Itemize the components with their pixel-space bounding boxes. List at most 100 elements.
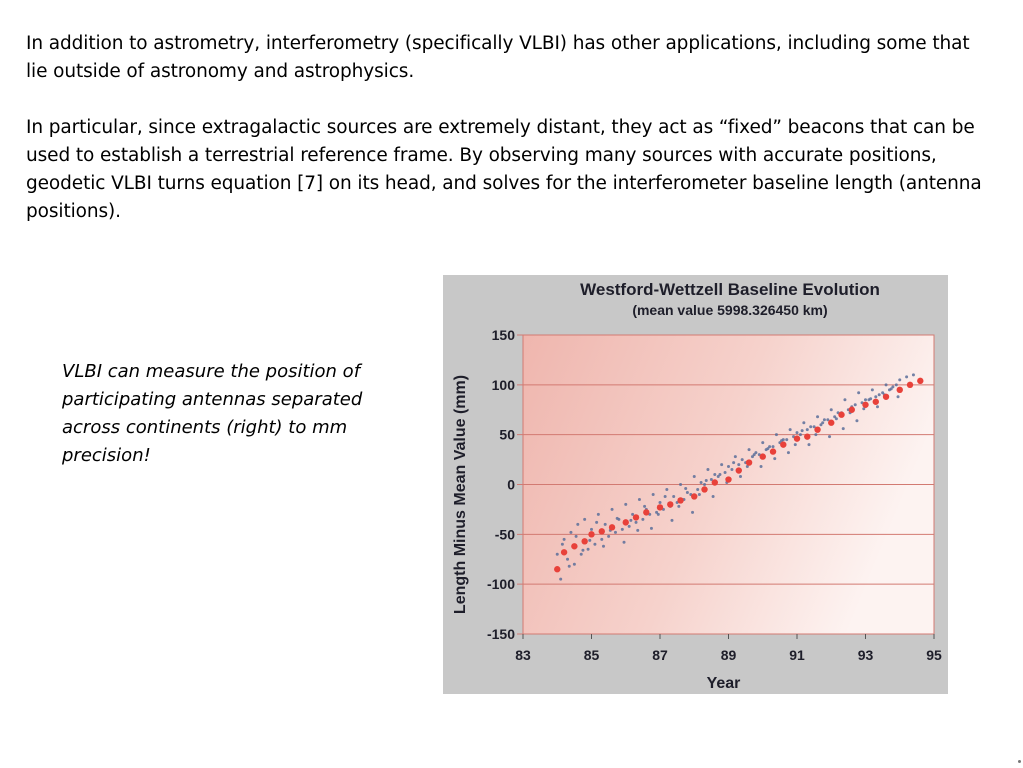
scatter-point [730,468,734,472]
scatter-point [627,524,631,528]
chart-subtitle: (mean value 5998.326450 km) [632,302,827,318]
trend-point [711,479,718,486]
trend-point [793,435,801,442]
x-tick-label: 91 [789,647,805,663]
scatter-point [720,463,724,467]
scatter-point [588,538,592,542]
trend-point [701,486,708,493]
trend-points [554,377,924,573]
scatter-point [595,520,599,524]
scatter-point [884,383,888,387]
trend-point [691,493,698,500]
scatter-point [780,439,784,443]
scatter-point [709,478,713,482]
scatter-point [655,510,659,514]
y-tick-label: 100 [492,377,516,393]
scatter-point [586,547,590,551]
scatter-point [747,448,751,452]
baseline-chart: Westford-Wettzell Baseline Evolution (me… [452,280,942,692]
scatter-point [814,433,818,437]
scatter-point [706,468,710,472]
x-tick-label: 93 [858,647,874,663]
scatter-point [855,419,859,423]
scatter-point [822,418,826,422]
scatter-point [834,417,838,421]
scatter-point [658,500,662,504]
scatter-point [773,457,777,461]
trend-point [804,433,811,440]
scatter-point [828,435,832,439]
scatter-point [601,544,605,548]
trend-point [780,441,787,448]
scatter-point [576,522,580,526]
trend-point [571,543,578,550]
scatter-point [562,537,566,541]
trend-point [677,497,684,504]
trend-point [560,549,568,556]
x-axis-ticks: 83 85 87 89 91 93 95 [515,634,942,663]
trend-point [745,459,753,466]
scatter-point [795,431,799,435]
y-tick-label: 150 [492,327,516,343]
scatter-point [733,455,737,459]
scatter-point [624,502,628,506]
trend-point [814,426,821,433]
scatter-point [738,475,742,479]
scatter-point [641,517,645,521]
scatter-point [651,492,655,496]
scatter-point [788,428,792,432]
x-tick-label: 95 [926,647,942,663]
scatter-point [579,552,583,556]
scatter-point [649,526,653,530]
scatter-point [713,473,717,477]
scatter-point [600,537,604,541]
scatter-point [637,497,641,501]
scatter-point [826,418,830,422]
scatter-point [656,512,660,516]
scatter-point [829,408,833,412]
trend-point [906,381,914,389]
scatter-point [732,461,736,465]
scatter-point [572,562,576,566]
scatter-point [737,463,741,467]
scatter-point [603,522,607,526]
scatter-point [581,548,585,552]
scatter-point [631,512,635,516]
scatter-point [697,492,701,496]
y-axis-label: Length Minus Mean Value (mm) [452,375,469,614]
scatter-point [759,465,763,469]
scatter-point [696,487,700,491]
trend-point [872,398,879,405]
chart-title: Westford-Wettzell Baseline Evolution [580,280,880,299]
chart-caption: VLBI can measure the position of partici… [62,361,363,466]
y-tick-label: -150 [487,626,515,642]
scatter-point [685,490,689,494]
scatter-point [911,373,915,377]
scatter-point [560,542,564,546]
scatter-point [896,395,900,399]
trend-point [828,419,835,426]
scatter-point [862,407,866,411]
trend-point [554,566,561,573]
scatter-point [805,428,809,432]
scatter-point [771,445,775,449]
scatter-point [754,451,758,455]
scatter-point [684,486,688,490]
scatter-point [620,527,624,531]
scatter-point [894,383,898,387]
scatter-point [816,415,820,419]
corner-mark [1018,760,1021,763]
baseline-chart-panel: Westford-Wettzell Baseline Evolution (me… [443,275,948,694]
scatter-point [768,445,772,449]
scatter-point [636,528,640,532]
scatter-point [607,534,611,538]
scatter-point [643,504,647,508]
scatter-point [891,385,895,389]
scatter-point [752,453,756,457]
scatter-point [723,471,727,475]
scatter-point [555,552,559,556]
scatter-point [711,494,715,498]
scatter-point [613,530,617,534]
intro-paragraph: In addition to astrometry, interferometr… [26,33,970,82]
scatter-point [691,510,695,514]
